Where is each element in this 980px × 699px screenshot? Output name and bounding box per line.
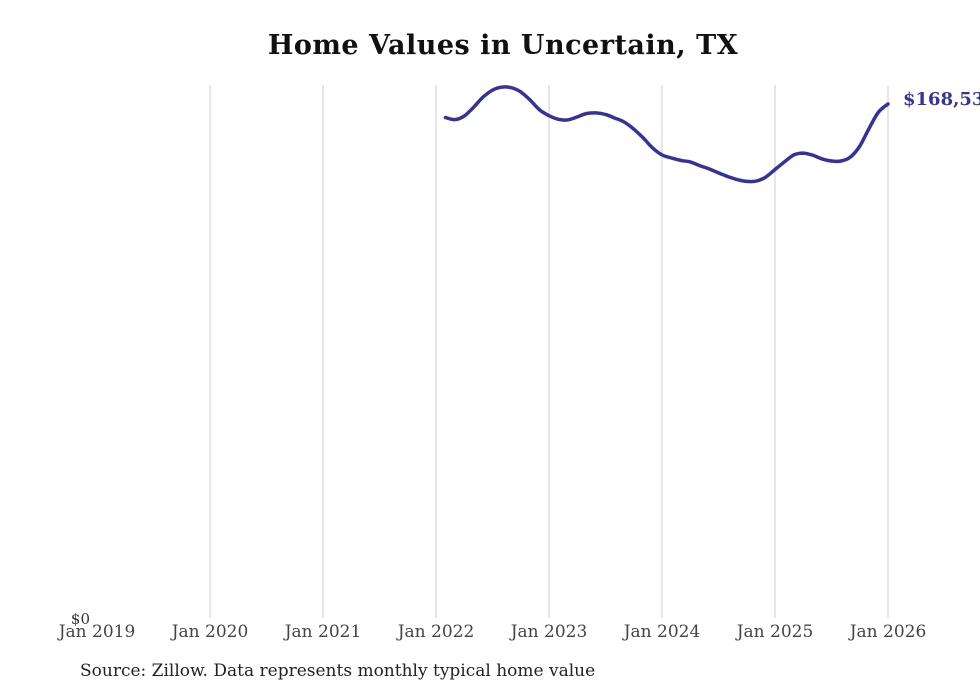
x-axis-label: Jan 2020 (171, 622, 249, 642)
x-axis-label: Jan 2022 (397, 622, 475, 642)
x-axis-label: Jan 2023 (510, 622, 588, 642)
chart-title: Home Values in Uncertain, TX (267, 30, 739, 61)
x-axis-label: Jan 2025 (736, 622, 814, 642)
y-axis-zero-label: $0 (70, 610, 90, 628)
gridlines (209, 85, 889, 618)
x-axis-label: Jan 2024 (623, 622, 701, 642)
home-value-line (443, 85, 890, 184)
latest-value-label: $168,535 (903, 89, 980, 110)
x-axis-label: Jan 2021 (284, 622, 362, 642)
x-axis-label: Jan 2026 (849, 622, 927, 642)
source-note: Source: Zillow. Data represents monthly … (80, 661, 596, 681)
x-axis-label: Jan 2019 (58, 622, 136, 642)
